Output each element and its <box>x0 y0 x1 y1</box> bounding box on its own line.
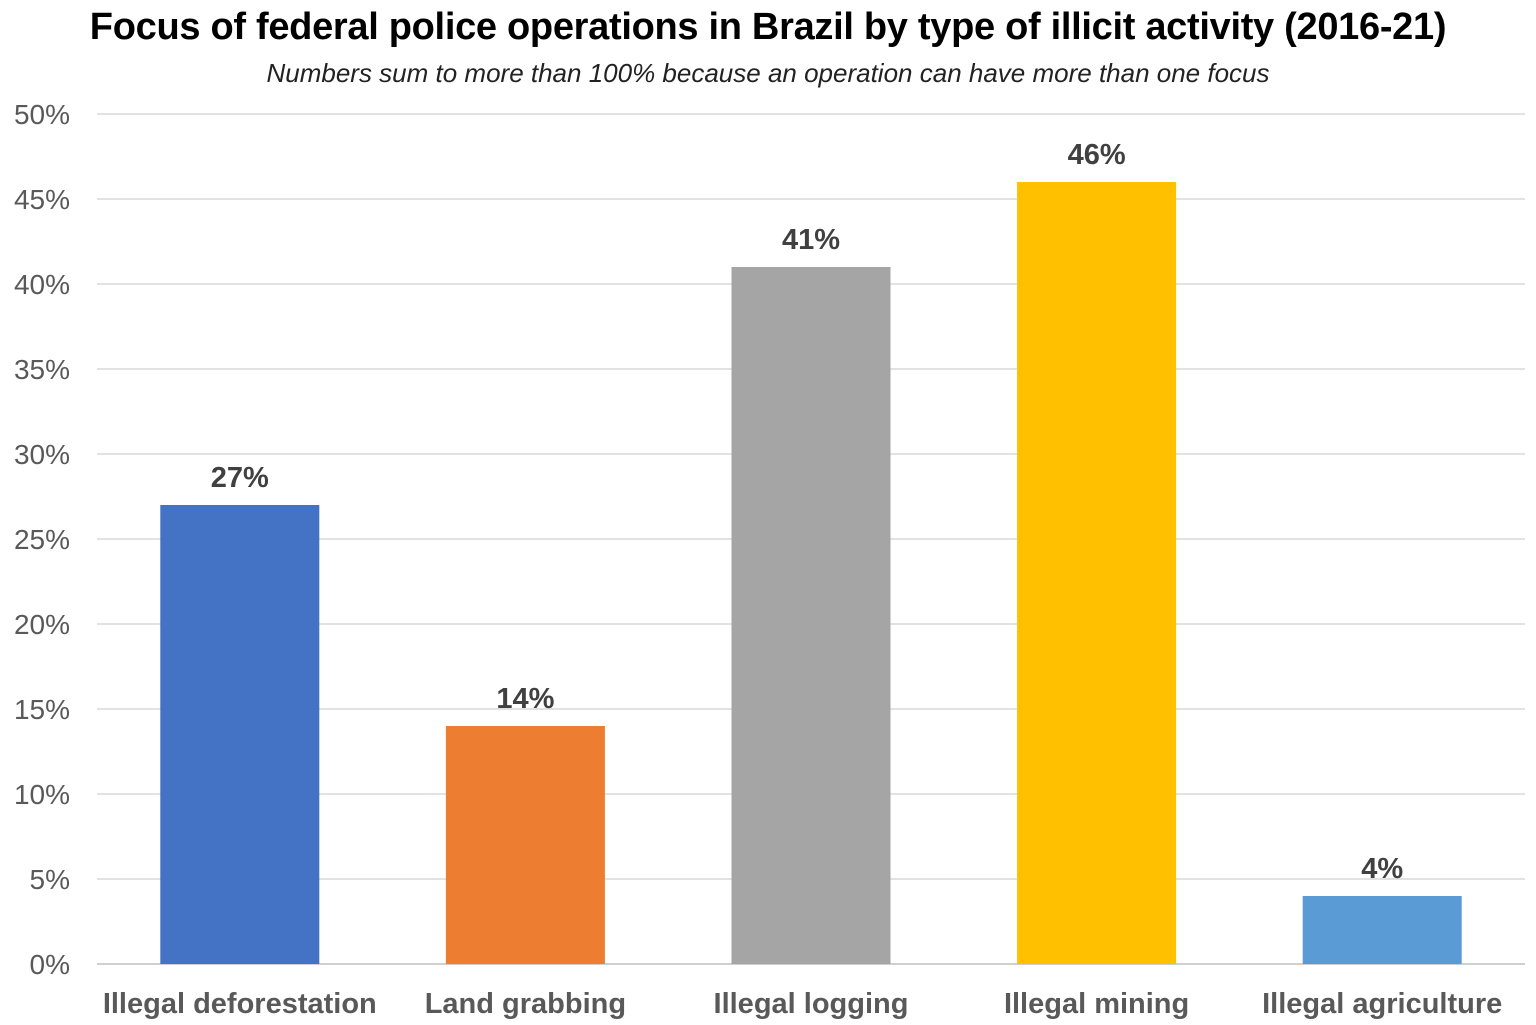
category-label: Land grabbing <box>425 988 626 1020</box>
bars <box>160 182 1462 964</box>
y-axis-tick-labels: 0% 5% 10% 15% 20% 25% 30% 35% 40% 45% 50% <box>14 99 70 980</box>
chart-subtitle: Numbers sum to more than 100% because an… <box>266 58 1270 88</box>
data-label: 41% <box>782 224 840 256</box>
bar-illegal-agriculture <box>1302 896 1462 964</box>
bar-illegal-deforestation <box>160 505 320 964</box>
data-labels: 27% 14% 41% 46% 4% <box>211 139 1404 885</box>
y-tick-label: 5% <box>30 864 70 895</box>
bar-illegal-logging <box>731 267 891 964</box>
data-label: 4% <box>1361 853 1403 885</box>
data-label: 14% <box>496 683 554 715</box>
data-label: 46% <box>1068 139 1126 171</box>
chart-title: Focus of federal police operations in Br… <box>89 6 1447 48</box>
y-tick-label: 40% <box>14 269 70 300</box>
y-tick-label: 0% <box>30 949 70 980</box>
category-label: Illegal deforestation <box>103 988 377 1020</box>
bar-illegal-mining <box>1017 182 1177 964</box>
y-tick-label: 25% <box>14 524 70 555</box>
bar-land-grabbing <box>445 726 605 964</box>
y-tick-label: 20% <box>14 609 70 640</box>
x-axis-category-labels: Illegal deforestation Land grabbing Illega… <box>103 988 1502 1020</box>
y-tick-label: 15% <box>14 694 70 725</box>
y-tick-label: 10% <box>14 779 70 810</box>
data-label: 27% <box>211 462 269 494</box>
y-tick-label: 45% <box>14 184 70 215</box>
y-tick-label: 30% <box>14 439 70 470</box>
category-label: Illegal agriculture <box>1262 988 1502 1020</box>
y-tick-label: 35% <box>14 354 70 385</box>
category-label: Illegal logging <box>714 988 909 1020</box>
category-label: Illegal mining <box>1004 988 1189 1020</box>
y-tick-label: 50% <box>14 99 70 130</box>
